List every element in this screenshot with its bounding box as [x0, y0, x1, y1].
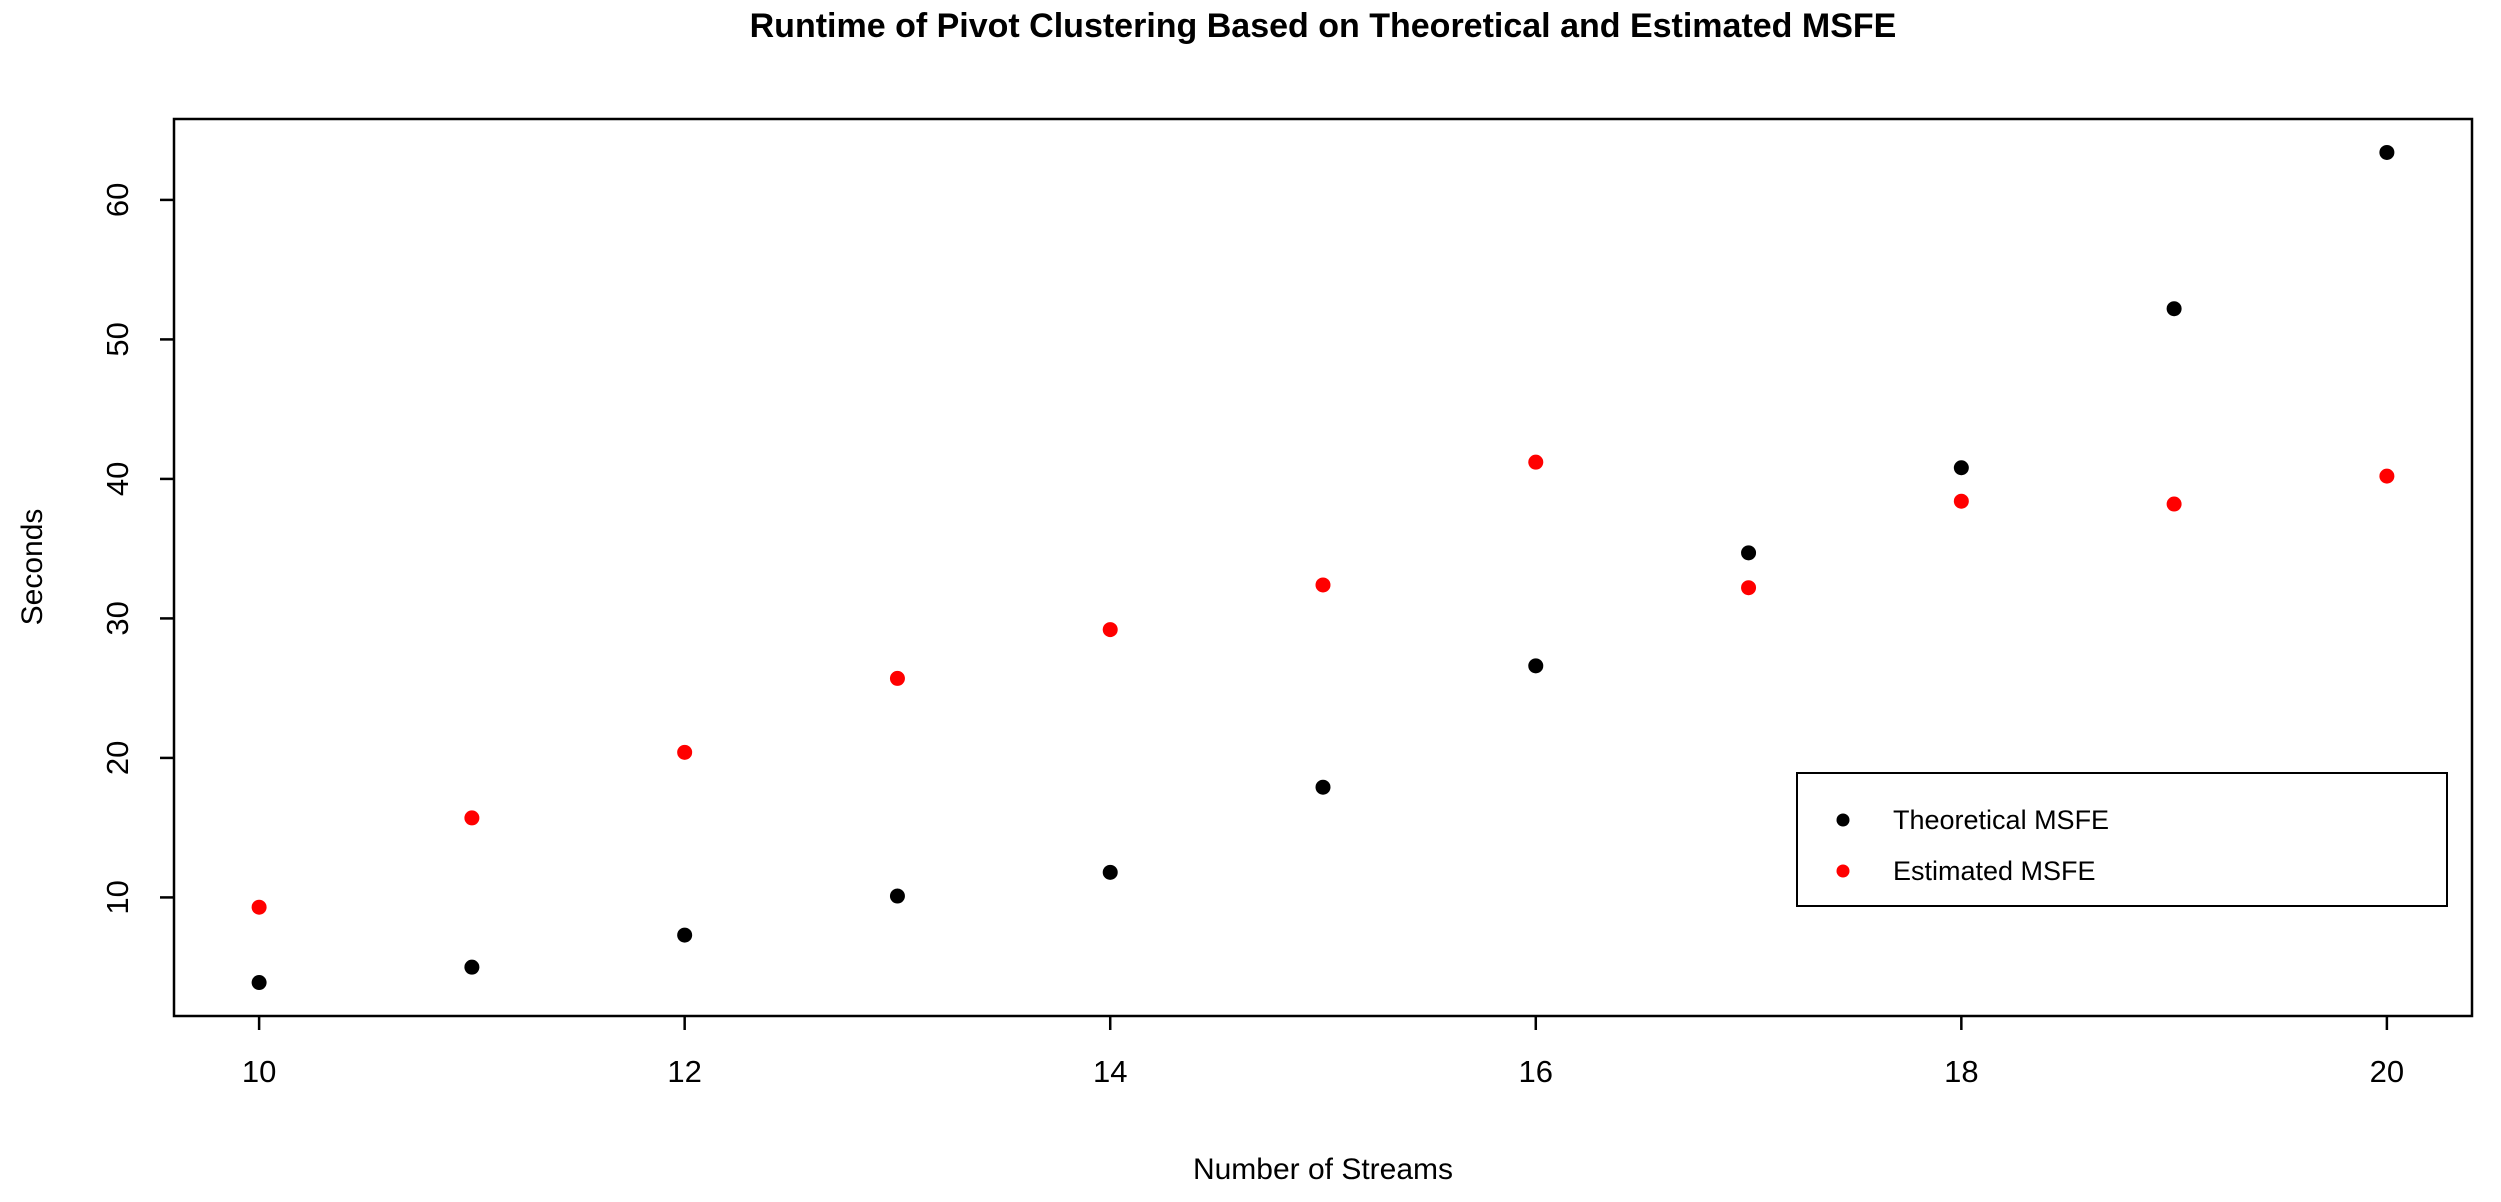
x-tick-label: 16	[1519, 1054, 1553, 1089]
data-point-theoretical-msfe	[464, 959, 480, 975]
data-point-estimated-msfe	[1528, 454, 1544, 470]
data-point-estimated-msfe	[2379, 468, 2395, 484]
chart-title: Runtime of Pivot Clustering Based on The…	[749, 7, 1897, 45]
data-point-estimated-msfe	[889, 670, 905, 686]
x-axis-label: Number of Streams	[1192, 1153, 1454, 1186]
x-tick-label: 18	[1944, 1054, 1978, 1089]
data-point-estimated-msfe	[1741, 580, 1757, 596]
legend-label: Estimated MSFE	[1893, 856, 2096, 886]
data-point-estimated-msfe	[2166, 496, 2182, 512]
x-tick-label: 14	[1093, 1054, 1127, 1089]
data-point-theoretical-msfe	[1953, 460, 1969, 476]
data-point-theoretical-msfe	[1528, 658, 1544, 674]
y-tick-label: 40	[100, 462, 135, 496]
data-point-theoretical-msfe	[251, 975, 267, 991]
data-point-theoretical-msfe	[1102, 864, 1118, 880]
y-axis-label: Seconds	[16, 508, 49, 626]
y-tick-label: 30	[100, 601, 135, 635]
x-tick-label: 12	[667, 1054, 701, 1089]
y-tick-label: 10	[100, 880, 135, 914]
y-tick-label: 50	[100, 322, 135, 356]
data-point-theoretical-msfe	[2379, 144, 2395, 160]
x-tick-label: 10	[242, 1054, 276, 1089]
data-point-estimated-msfe	[1315, 577, 1331, 593]
data-point-theoretical-msfe	[1741, 545, 1757, 561]
data-point-theoretical-msfe	[889, 888, 905, 904]
y-tick-label: 60	[100, 183, 135, 217]
x-tick-label: 20	[2370, 1054, 2404, 1089]
legend-marker	[1836, 813, 1850, 827]
y-tick-label: 20	[100, 741, 135, 775]
legend-box	[1796, 772, 2448, 907]
data-point-estimated-msfe	[1953, 493, 1969, 509]
data-point-theoretical-msfe	[677, 927, 693, 943]
plot-border	[172, 117, 2474, 1018]
data-point-theoretical-msfe	[1315, 779, 1331, 795]
legend-marker	[1836, 864, 1850, 878]
legend-label: Theoretical MSFE	[1893, 805, 2109, 835]
data-point-estimated-msfe	[677, 744, 693, 760]
data-point-estimated-msfe	[251, 899, 267, 915]
data-point-estimated-msfe	[464, 810, 480, 826]
data-point-theoretical-msfe	[2166, 301, 2182, 317]
data-point-estimated-msfe	[1102, 622, 1118, 638]
